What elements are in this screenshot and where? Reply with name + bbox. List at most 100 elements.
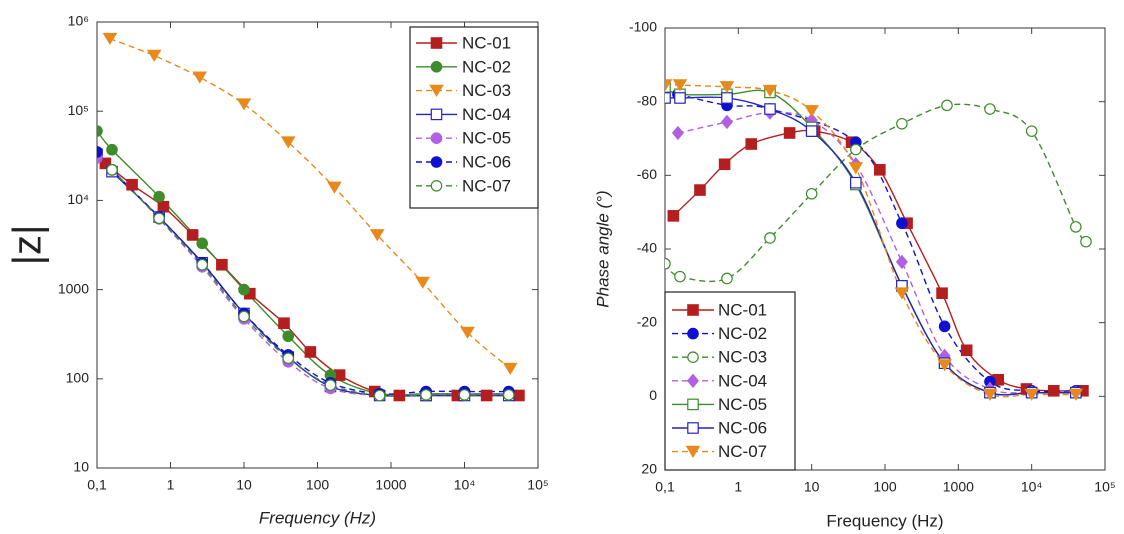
marker — [938, 320, 951, 333]
marker — [304, 346, 317, 358]
x-tick-label: 10⁵ — [527, 477, 548, 493]
marker — [896, 217, 908, 230]
plot-frame — [664, 27, 1106, 471]
marker — [936, 287, 948, 299]
x-tick-label: 1000 — [375, 477, 406, 493]
marker — [665, 92, 671, 104]
marker — [694, 184, 706, 196]
marker — [895, 254, 908, 270]
legend-marker — [430, 61, 443, 73]
marker — [982, 388, 998, 401]
marker — [1024, 388, 1039, 401]
legend: NC-01 NC-02 NC-03 NC-04 NC-05 NC-06 NC-07 — [664, 291, 796, 471]
legend: NC-01 NC-02 NC-03 NC-04 NC-05 NC-06 NC-07 — [409, 26, 539, 209]
marker — [97, 125, 103, 137]
legend-label: NC-01 — [462, 33, 511, 52]
marker — [236, 98, 252, 111]
marker — [415, 276, 431, 289]
x-tick-label: 100 — [873, 479, 897, 495]
marker — [282, 352, 295, 365]
marker — [850, 176, 862, 189]
y-tick-label: 20 — [641, 461, 657, 477]
legend-marker — [430, 37, 443, 49]
y-tick-label: -100 — [629, 19, 657, 35]
marker — [665, 79, 673, 92]
marker — [718, 158, 731, 171]
x-tick-label: 10⁵ — [1094, 479, 1115, 495]
x-tick-label: 10 — [236, 477, 252, 493]
y-axis-label: |z| — [6, 225, 50, 266]
series-line — [677, 111, 1076, 394]
x-tick-label: 1000 — [943, 479, 974, 495]
marker — [102, 32, 118, 46]
marker — [720, 114, 733, 130]
series-line — [109, 38, 511, 370]
legend-marker — [430, 108, 443, 121]
marker — [783, 127, 796, 139]
legend-label: NC-05 — [462, 129, 511, 148]
marker — [196, 237, 209, 250]
legend-label: NC-01 — [718, 300, 767, 319]
plot: 0,1 1 10 100 1000 10⁴ 10⁵ -100 -80 -60 -40 -20 0 20 Fr… — [593, 19, 1115, 531]
legend-marker — [430, 132, 443, 144]
legend-label: NC-06 — [718, 418, 767, 437]
series-group — [97, 32, 525, 402]
legend-marker — [430, 156, 443, 168]
marker — [1068, 388, 1084, 401]
marker — [719, 81, 735, 94]
marker — [324, 379, 337, 391]
marker — [674, 92, 686, 104]
marker — [762, 84, 778, 97]
marker — [1047, 385, 1060, 397]
marker — [1080, 235, 1092, 248]
marker — [327, 181, 342, 194]
marker — [503, 362, 518, 376]
marker — [674, 270, 686, 283]
x-tick-label: 10⁴ — [1021, 479, 1043, 495]
marker — [850, 143, 862, 156]
legend-label: NC-02 — [718, 324, 767, 343]
marker — [106, 143, 118, 156]
x-tick-label: 1 — [734, 479, 742, 495]
marker — [764, 232, 776, 244]
legend-label: NC-03 — [718, 348, 767, 367]
legend-label: NC-07 — [462, 176, 511, 195]
marker — [745, 138, 758, 150]
legend-marker — [687, 327, 699, 340]
marker — [157, 200, 170, 213]
plot: 0,1 1 10 100 1000 10⁴ 10⁵ 10 100 1000 10⁴ 10⁵ 10⁶ Fre… — [6, 13, 549, 528]
x-tick-label: 0,1 — [655, 479, 675, 495]
legend-marker — [687, 373, 699, 388]
marker — [216, 258, 228, 271]
marker — [420, 389, 432, 401]
marker — [238, 310, 250, 323]
marker — [238, 283, 250, 296]
y-tick-label: 0 — [649, 387, 657, 403]
series-line — [111, 169, 509, 397]
marker — [393, 389, 406, 402]
y-tick-label: -20 — [637, 313, 657, 329]
marker — [805, 125, 818, 137]
marker — [848, 162, 864, 175]
marker — [941, 99, 953, 112]
marker — [671, 125, 684, 141]
marker — [665, 257, 671, 270]
y-tick-label: 10⁶ — [68, 13, 89, 29]
legend-marker — [687, 351, 699, 363]
x-tick-label: 1 — [167, 477, 175, 493]
y-tick-label: -40 — [637, 240, 657, 256]
marker — [458, 389, 471, 401]
marker — [874, 164, 886, 176]
legend-marker — [687, 398, 699, 411]
y-tick-label: -80 — [637, 92, 657, 108]
x-tick-label: 0,1 — [87, 477, 107, 493]
x-tick-label: 10⁴ — [454, 477, 476, 493]
marker — [153, 190, 165, 203]
marker — [369, 229, 385, 242]
legend-label: NC-03 — [462, 81, 511, 100]
marker — [667, 210, 680, 222]
marker — [805, 187, 818, 200]
marker — [721, 92, 733, 104]
legend-marker — [430, 180, 443, 192]
